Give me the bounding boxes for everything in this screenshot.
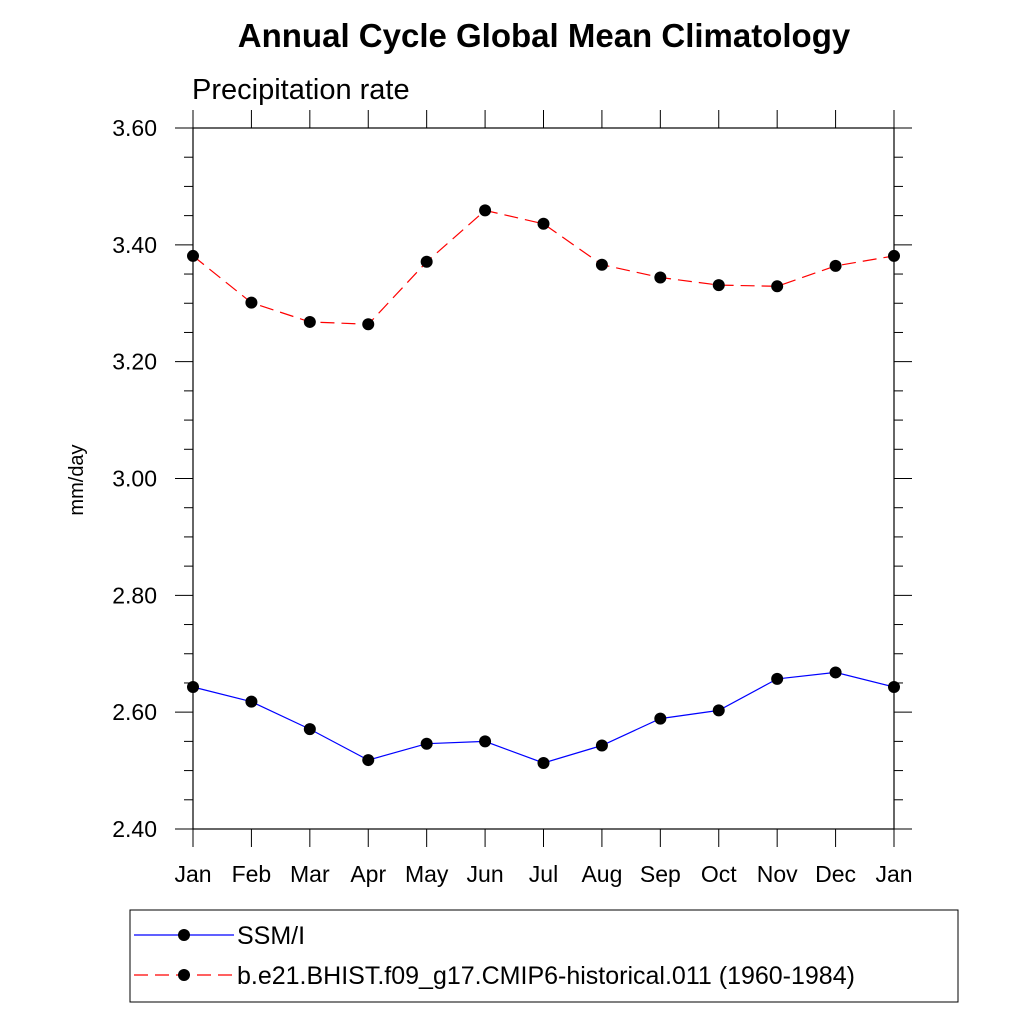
data-point bbox=[245, 695, 258, 708]
data-point bbox=[771, 280, 784, 293]
data-point bbox=[187, 249, 199, 262]
x-tick-label: Mar bbox=[290, 861, 330, 887]
data-point bbox=[537, 756, 550, 769]
data-point bbox=[654, 712, 667, 725]
data-point bbox=[362, 318, 375, 331]
data-point bbox=[303, 315, 316, 328]
data-point bbox=[420, 255, 433, 268]
y-tick-label: 3.40 bbox=[112, 232, 157, 258]
data-point bbox=[712, 704, 725, 717]
data-point bbox=[245, 296, 258, 309]
legend-marker bbox=[178, 969, 190, 981]
x-tick-label: Jan bbox=[174, 861, 211, 887]
series-2 bbox=[187, 204, 900, 331]
legend-marker bbox=[178, 929, 190, 941]
series-line bbox=[192, 671, 895, 764]
data-point bbox=[829, 259, 842, 272]
data-point bbox=[187, 681, 199, 694]
x-tick-label: Jul bbox=[529, 861, 558, 887]
data-point bbox=[888, 681, 900, 694]
series-layer bbox=[187, 204, 900, 769]
data-point bbox=[771, 672, 784, 685]
chart-subtitle: Precipitation rate bbox=[192, 74, 410, 106]
x-tick-labels: Jan Feb Mar Apr May Jun Jul Aug Sep Oct Nov Dec Jan bbox=[174, 861, 912, 887]
data-point bbox=[362, 754, 375, 767]
x-tick-label: Sep bbox=[640, 861, 681, 887]
chart-title: Annual Cycle Global Mean Climatology bbox=[238, 17, 851, 54]
x-tick-label: May bbox=[405, 861, 449, 887]
series-1 bbox=[187, 666, 900, 769]
data-point bbox=[479, 735, 492, 748]
y-tick-label: 2.80 bbox=[112, 582, 157, 608]
y-tick-labels: 2.40 2.60 2.80 3.00 3.20 3.40 3.60 bbox=[112, 115, 157, 842]
y-tick-label: 3.00 bbox=[112, 466, 157, 492]
legend-label: b.e21.BHIST.f09_g17.CMIP6-historical.011… bbox=[237, 962, 855, 990]
data-point bbox=[479, 204, 492, 217]
y-axis-label: mm/day bbox=[66, 444, 88, 515]
x-tick-label: Aug bbox=[581, 861, 622, 887]
data-point bbox=[888, 249, 900, 262]
data-point bbox=[595, 258, 608, 271]
x-tick-label: Dec bbox=[815, 861, 856, 887]
x-tick-label: Jan bbox=[875, 861, 912, 887]
x-tick-label: Feb bbox=[232, 861, 272, 887]
y-tick-label: 2.60 bbox=[112, 699, 157, 725]
data-point bbox=[712, 279, 725, 292]
x-tick-label: Oct bbox=[701, 861, 737, 887]
y-tick-label: 3.20 bbox=[112, 349, 157, 375]
y-tick-label: 2.40 bbox=[112, 816, 157, 842]
x-tick-label: Jun bbox=[467, 861, 504, 887]
data-point bbox=[303, 723, 316, 736]
data-point bbox=[654, 271, 667, 284]
data-point bbox=[595, 739, 608, 752]
data-point bbox=[829, 666, 842, 679]
legend: SSM/I b.e21.BHIST.f09_g17.CMIP6-historica… bbox=[129, 909, 959, 1003]
x-tick-label: Nov bbox=[757, 861, 798, 887]
data-point bbox=[537, 217, 550, 230]
data-point bbox=[420, 737, 433, 750]
x-tick-label: Apr bbox=[350, 861, 386, 887]
legend-frame bbox=[129, 909, 959, 1003]
legend-label: SSM/I bbox=[237, 922, 305, 950]
y-tick-label: 3.60 bbox=[112, 115, 157, 141]
